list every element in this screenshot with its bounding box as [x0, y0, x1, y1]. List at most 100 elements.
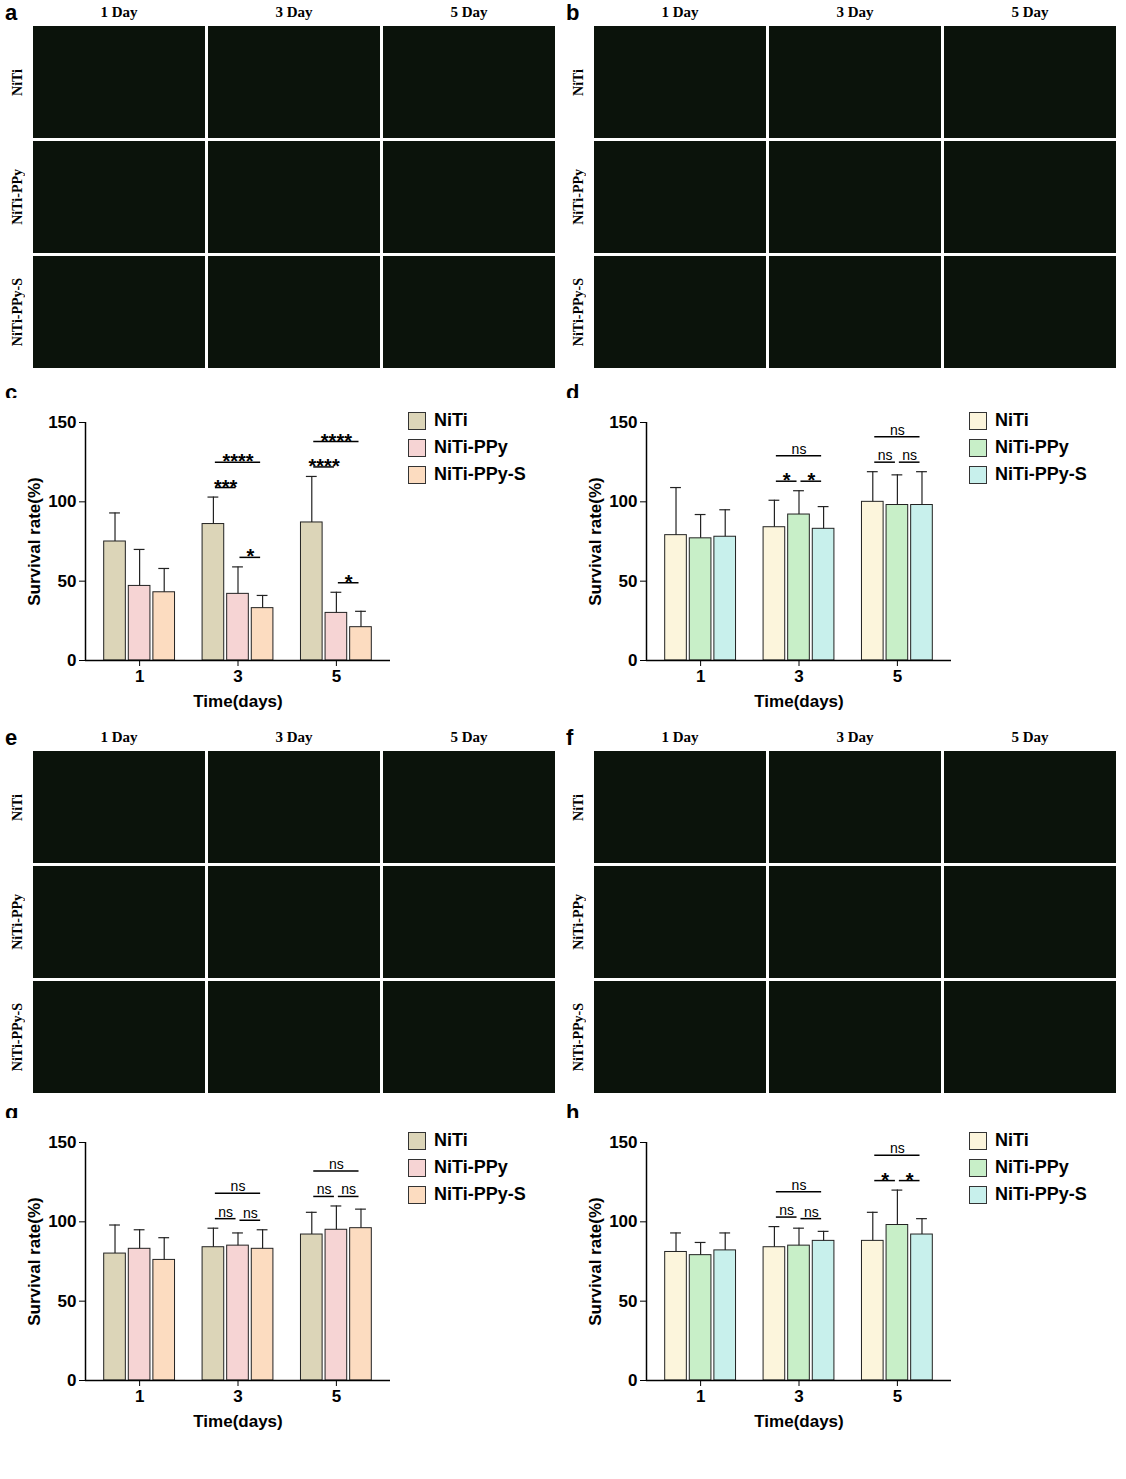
svg-text:ns: ns [317, 1181, 332, 1197]
svg-text:*: * [783, 469, 791, 491]
html-text:NiTi: NiTi [995, 1130, 1029, 1150]
html-text:5 Day: 5 Day [450, 729, 488, 745]
html-text:NiTi-PPy-S: NiTi-PPy-S [434, 1184, 526, 1204]
svg-text:*: * [906, 1169, 914, 1191]
html-text:NiTi-PPy-S: NiTi-PPy-S [434, 464, 526, 484]
html-text:5 Day: 5 Day [1011, 4, 1049, 20]
svg-text:5: 5 [332, 1387, 341, 1406]
svg-text:***: *** [214, 476, 238, 498]
html-text:5 Day: 5 Day [1011, 729, 1049, 745]
svg-text:ns: ns [890, 422, 905, 438]
html-text:3 Day: 3 Day [836, 4, 874, 20]
svg-text:0: 0 [628, 651, 637, 670]
svg-text:1: 1 [696, 1387, 705, 1406]
svg-text:150: 150 [48, 413, 76, 432]
svg-text:Time(days): Time(days) [754, 1412, 843, 1431]
svg-text:0: 0 [67, 651, 76, 670]
svg-text:150: 150 [609, 1133, 637, 1152]
svg-text:1: 1 [135, 667, 144, 686]
html-text:NiTi-PPy: NiTi-PPy [10, 894, 25, 950]
svg-text:100: 100 [48, 1212, 76, 1231]
svg-text:ns: ns [231, 1178, 246, 1194]
svg-text:150: 150 [609, 413, 637, 432]
html-text:NiTi-PPy: NiTi-PPy [571, 169, 586, 225]
svg-text:5: 5 [893, 1387, 902, 1406]
html-text:3 Day: 3 Day [275, 4, 313, 20]
svg-text:3: 3 [794, 667, 803, 686]
html-text:NiTi-PPy: NiTi-PPy [995, 1157, 1069, 1177]
svg-text:100: 100 [609, 1212, 637, 1231]
html-text:g: g [5, 1100, 19, 1125]
svg-text:ns: ns [243, 1205, 258, 1221]
svg-text:*: * [881, 1169, 889, 1191]
svg-text:100: 100 [48, 492, 76, 511]
svg-text:ns: ns [878, 447, 893, 463]
html-text:NiTi-PPy: NiTi-PPy [10, 169, 25, 225]
html-text:NiTi: NiTi [995, 410, 1029, 430]
html-text:NiTi-PPy-S: NiTi-PPy-S [571, 277, 586, 347]
html-text:1 Day: 1 Day [661, 729, 699, 745]
html-text:NiTi-PPy-S: NiTi-PPy-S [571, 1002, 586, 1072]
svg-text:Time(days): Time(days) [754, 692, 843, 711]
html-text:1 Day: 1 Day [100, 4, 138, 20]
svg-text:*: * [345, 571, 353, 593]
svg-text:3: 3 [794, 1387, 803, 1406]
html-text:3 Day: 3 Day [836, 729, 874, 745]
svg-text:1: 1 [696, 667, 705, 686]
svg-text:ns: ns [779, 1202, 794, 1218]
svg-text:1: 1 [135, 1387, 144, 1406]
html-text:NiTi-PPy-S: NiTi-PPy-S [10, 1002, 25, 1072]
svg-text:Time(days): Time(days) [193, 692, 282, 711]
html-text:5 Day: 5 Day [450, 4, 488, 20]
svg-text:0: 0 [67, 1371, 76, 1390]
html-text:NiTi-PPy-S: NiTi-PPy-S [995, 464, 1087, 484]
html-text:1 Day: 1 Day [100, 729, 138, 745]
html-text:NiTi-PPy: NiTi-PPy [995, 437, 1069, 457]
svg-text:5: 5 [332, 667, 341, 686]
svg-text:*: * [246, 545, 254, 567]
svg-text:ns: ns [341, 1181, 356, 1197]
svg-text:0: 0 [628, 1371, 637, 1390]
svg-text:****: **** [321, 430, 352, 452]
html-text:NiTi: NiTi [434, 410, 468, 430]
svg-text:ns: ns [804, 1204, 819, 1220]
html-text:1 Day: 1 Day [661, 4, 699, 20]
svg-text:ns: ns [902, 447, 917, 463]
svg-text:50: 50 [58, 572, 77, 591]
svg-text:5: 5 [893, 667, 902, 686]
svg-text:Survival rate(%): Survival rate(%) [25, 477, 44, 606]
svg-text:50: 50 [58, 1292, 77, 1311]
html-text:NiTi-PPy: NiTi-PPy [434, 1157, 508, 1177]
html-text:NiTi-PPy: NiTi-PPy [571, 894, 586, 950]
svg-text:Survival rate(%): Survival rate(%) [586, 1197, 605, 1326]
svg-text:****: **** [309, 455, 340, 477]
html-text:NiTi: NiTi [10, 793, 25, 821]
html-text:NiTi: NiTi [571, 68, 586, 96]
svg-text:ns: ns [218, 1204, 233, 1220]
svg-text:50: 50 [619, 1292, 638, 1311]
html-text:h: h [566, 1100, 580, 1125]
svg-text:ns: ns [890, 1140, 905, 1156]
svg-text:50: 50 [619, 572, 638, 591]
svg-text:3: 3 [233, 667, 242, 686]
svg-text:****: **** [222, 450, 253, 472]
html-text:NiTi: NiTi [10, 68, 25, 96]
svg-text:Survival rate(%): Survival rate(%) [586, 477, 605, 606]
svg-text:ns: ns [792, 441, 807, 457]
html-text:b: b [566, 0, 580, 25]
html-text:d: d [566, 380, 580, 405]
html-text:NiTi-PPy-S: NiTi-PPy-S [995, 1184, 1087, 1204]
svg-text:Survival rate(%): Survival rate(%) [25, 1197, 44, 1326]
html-text:NiTi: NiTi [434, 1130, 468, 1150]
svg-text:*: * [807, 469, 815, 491]
svg-text:ns: ns [792, 1177, 807, 1193]
svg-text:150: 150 [48, 1133, 76, 1152]
html-text:NiTi: NiTi [571, 793, 586, 821]
html-text:3 Day: 3 Day [275, 729, 313, 745]
svg-text:100: 100 [609, 492, 637, 511]
html-text:NiTi-PPy: NiTi-PPy [434, 437, 508, 457]
svg-text:ns: ns [329, 1156, 344, 1172]
svg-text:Time(days): Time(days) [193, 1412, 282, 1431]
svg-text:3: 3 [233, 1387, 242, 1406]
html-text:NiTi-PPy-S: NiTi-PPy-S [10, 277, 25, 347]
